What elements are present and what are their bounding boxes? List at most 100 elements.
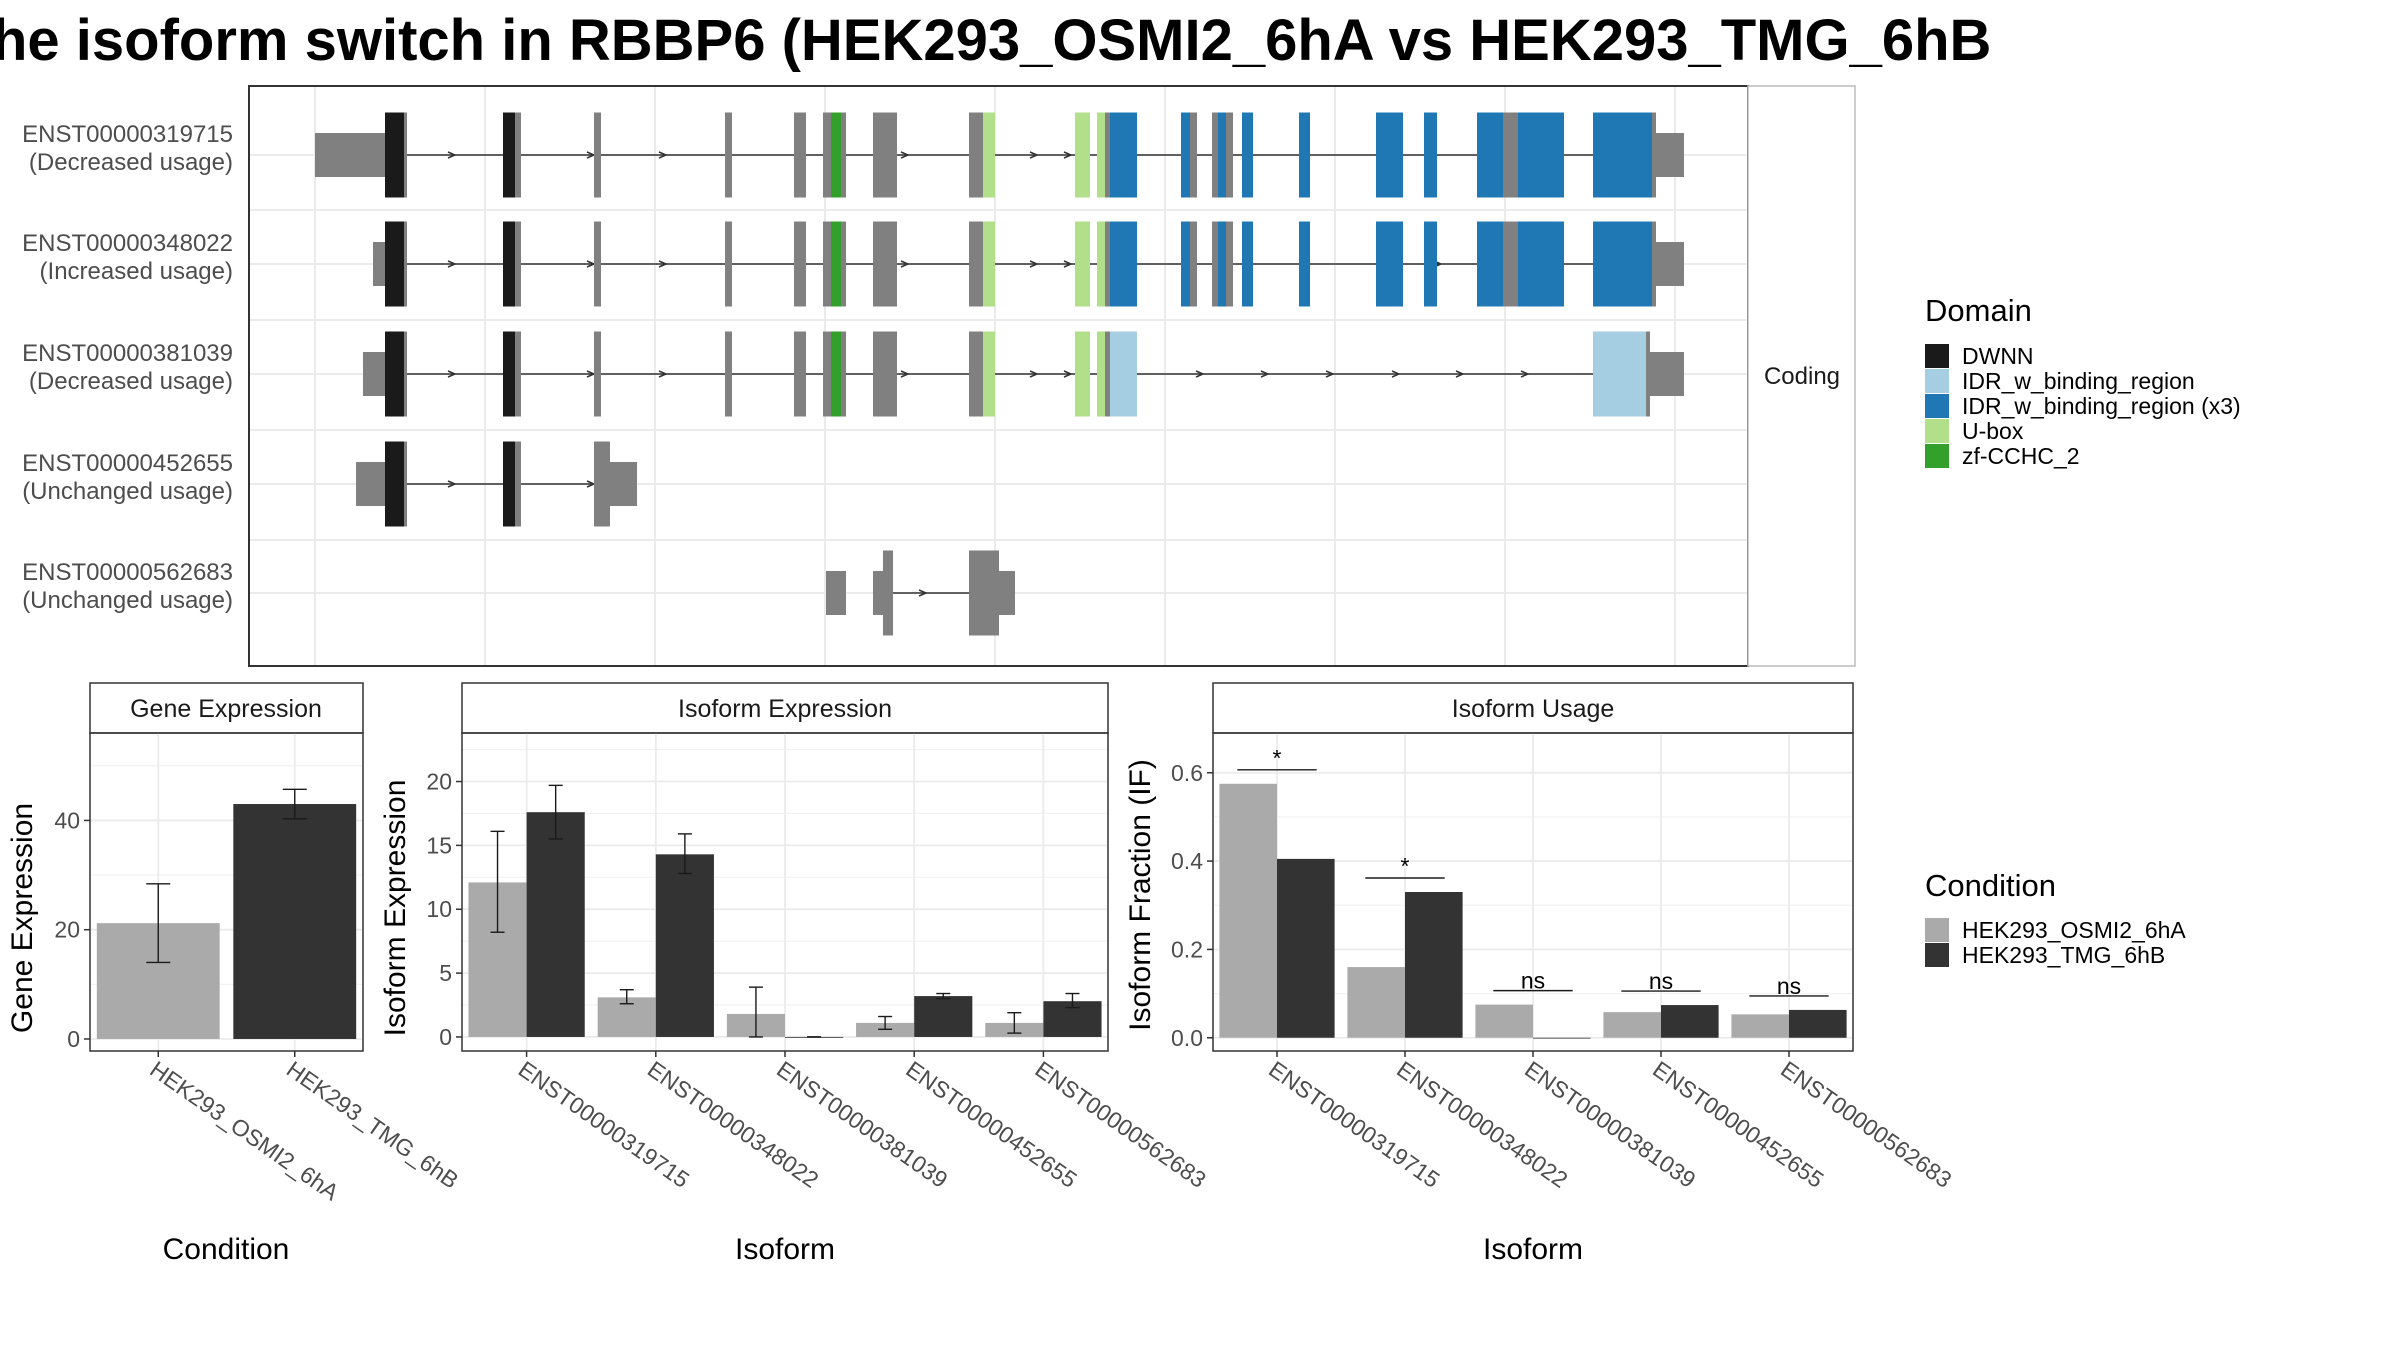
utr-block <box>1656 242 1684 286</box>
condition-legend-label: HEK293_OSMI2_6hA <box>1962 917 2186 943</box>
direction-arrow <box>900 151 910 159</box>
direction-arrow <box>1260 370 1270 378</box>
exon-block <box>794 221 806 307</box>
utr-block <box>1656 133 1684 177</box>
exon-block <box>969 331 983 417</box>
bar-tmg <box>1533 1037 1591 1039</box>
bar-condition <box>233 804 357 1039</box>
direction-arrow <box>447 480 457 488</box>
domain-legend-swatch <box>1925 444 1949 468</box>
idr-domain <box>1110 331 1137 417</box>
isoform-usage-y-title: Isoform Fraction (IF) <box>1124 759 1157 1031</box>
bar-tmg <box>1661 1005 1719 1038</box>
u-box-domain <box>983 221 995 307</box>
u-box-domain <box>983 112 995 198</box>
condition-legend-swatch <box>1925 918 1949 942</box>
y-tick-label: 0.2 <box>1171 936 1203 962</box>
idr-x3-domain <box>1242 221 1253 307</box>
exon-block <box>823 221 831 307</box>
transcript-usage-label: (Increased usage) <box>40 258 233 285</box>
transcript-labels: ENST00000319715(Decreased usage)ENST0000… <box>22 121 233 614</box>
exon-block <box>515 112 521 198</box>
dwnn-domain <box>503 112 515 198</box>
exon-block <box>969 112 983 198</box>
transcript-row-3 <box>363 331 1684 417</box>
direction-arrow <box>1455 370 1465 378</box>
exon-block <box>404 331 407 417</box>
direction-arrow <box>1063 370 1073 378</box>
transcript-usage-label: (Unchanged usage) <box>22 478 233 505</box>
transcript-row-5 <box>826 550 1015 636</box>
exon-block <box>1190 112 1197 198</box>
isoform-usage-strip-title: Isoform Usage <box>1452 695 1615 723</box>
idr-x3-domain <box>1110 112 1137 198</box>
direction-arrow <box>1029 260 1039 268</box>
gene-expression-strip-title: Gene Expression <box>130 695 322 723</box>
direction-arrow <box>447 151 457 159</box>
exon-block <box>594 441 610 527</box>
dwnn-domain <box>503 221 515 307</box>
exon-block <box>725 112 732 198</box>
direction-arrow <box>1063 151 1073 159</box>
transcript-row-1 <box>315 112 1684 198</box>
exon-block <box>515 331 521 417</box>
direction-arrow <box>1325 370 1335 378</box>
direction-arrow <box>1029 370 1039 378</box>
direction-arrow <box>658 260 668 268</box>
gene-expression-x-title: Condition <box>163 1233 290 1266</box>
exon-block <box>1503 112 1518 198</box>
domain-legend-label: DWNN <box>1962 343 2034 369</box>
exon-block <box>794 112 806 198</box>
transcript-usage-label: (Unchanged usage) <box>22 587 233 614</box>
bar-tmg <box>914 996 973 1037</box>
direction-arrow <box>900 260 910 268</box>
condition-legend-label: HEK293_TMG_6hB <box>1962 942 2165 968</box>
bar-osmi2 <box>1347 967 1405 1038</box>
exon-block <box>594 221 601 307</box>
transcript-usage-label: (Decreased usage) <box>29 149 233 176</box>
isoform-usage-x-title: Isoform <box>1483 1233 1583 1266</box>
significance-label: * <box>1273 745 1282 771</box>
idr-x3-domain <box>1593 112 1652 198</box>
direction-arrow <box>1029 151 1039 159</box>
direction-arrow <box>1195 370 1205 378</box>
direction-arrow <box>918 589 928 597</box>
domain-legend-items: DWNNIDR_w_binding_regionIDR_w_binding_re… <box>1925 343 2241 469</box>
exon-block <box>823 331 831 417</box>
idr-x3-domain <box>1218 221 1226 307</box>
zf-cchc-domain <box>831 331 841 417</box>
u-box-domain <box>1075 112 1090 198</box>
bar-osmi2 <box>1475 1004 1533 1038</box>
exon-block <box>1646 331 1650 417</box>
y-tick-label: 15 <box>426 832 452 858</box>
exon-block <box>873 221 897 307</box>
idr-x3-domain <box>1424 112 1437 198</box>
zf-cchc-domain <box>831 112 841 198</box>
idr-x3-domain <box>1376 112 1403 198</box>
exon-block <box>594 331 601 417</box>
u-box-domain <box>1075 331 1090 417</box>
domain-legend-label: IDR_w_binding_region (x3) <box>1962 393 2241 419</box>
transcript-id-label: ENST00000348022 <box>22 230 233 257</box>
domain-legend-label: zf-CCHC_2 <box>1962 443 2080 469</box>
idr-x3-domain <box>1477 112 1503 198</box>
significance-label: * <box>1401 853 1410 879</box>
exon-block <box>1105 112 1110 198</box>
dwnn-domain <box>385 112 404 198</box>
utr-block <box>610 462 637 506</box>
exon-block <box>404 112 407 198</box>
main-title: he isoform switch in RBBP6 (HEK293_OSMI2… <box>0 8 1991 73</box>
idr-x3-domain <box>1218 112 1226 198</box>
exon-block <box>1503 221 1518 307</box>
dwnn-domain <box>503 441 515 527</box>
transcript-structure-panel: Coding ENST00000319715(Decreased usage)E… <box>22 85 1856 667</box>
transcript-id-label: ENST00000452655 <box>22 450 233 477</box>
direction-arrow <box>447 260 457 268</box>
bar-tmg <box>1405 892 1463 1038</box>
y-tick-label: 0.0 <box>1171 1025 1203 1051</box>
significance-label: ns <box>1649 968 1673 994</box>
idr-x3-domain <box>1242 112 1253 198</box>
